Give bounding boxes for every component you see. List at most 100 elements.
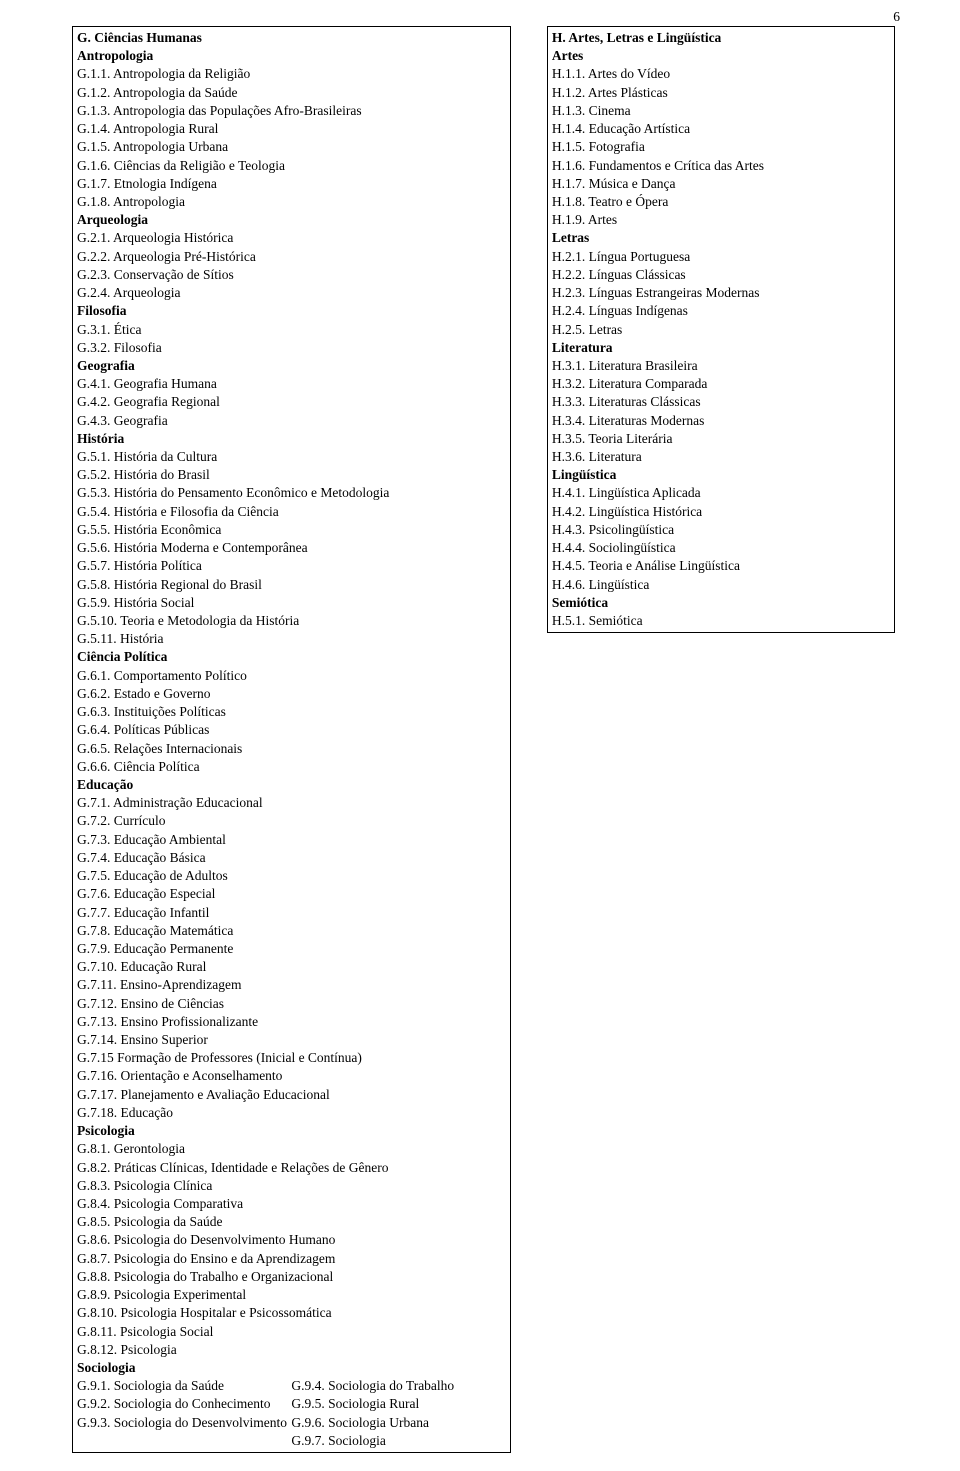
list-item: G.2.4. Arqueologia — [77, 284, 506, 302]
group-title: Artes — [552, 47, 890, 65]
list-item: H.2.3. Línguas Estrangeiras Modernas — [552, 284, 890, 302]
list-item: G.1.8. Antropologia — [77, 193, 506, 211]
list-item: G.8.9. Psicologia Experimental — [77, 1286, 506, 1304]
list-item: G.7.4. Educação Básica — [77, 849, 506, 867]
list-item: G.8.1. Gerontologia — [77, 1140, 506, 1158]
list-item: H.1.9. Artes — [552, 211, 890, 229]
list-item: G.9.1. Sociologia da Saúde — [77, 1377, 291, 1395]
list-item: G.8.3. Psicologia Clínica — [77, 1177, 506, 1195]
list-item: G.5.3. História do Pensamento Econômico … — [77, 484, 506, 502]
list-item: G.9.7. Sociologia — [291, 1432, 505, 1450]
list-item: G.6.3. Instituições Políticas — [77, 703, 506, 721]
list-item: H.1.2. Artes Plásticas — [552, 84, 890, 102]
list-item: G.6.5. Relações Internacionais — [77, 740, 506, 758]
list-item: H.4.4. Sociolingüística — [552, 539, 890, 557]
list-item: G.7.8. Educação Matemática — [77, 922, 506, 940]
list-item: G.5.6. História Moderna e Contemporânea — [77, 539, 506, 557]
list-item: G.1.1. Antropologia da Religião — [77, 65, 506, 83]
list-item: H.2.5. Letras — [552, 321, 890, 339]
sociologia-columns: G.9.1. Sociologia da SaúdeG.9.2. Sociolo… — [77, 1377, 506, 1450]
list-item: G.6.4. Políticas Públicas — [77, 721, 506, 739]
list-item: H.3.4. Literaturas Modernas — [552, 412, 890, 430]
list-item: G.7.2. Currículo — [77, 812, 506, 830]
group-title: Letras — [552, 229, 890, 247]
list-item: G.1.7. Etnologia Indígena — [77, 175, 506, 193]
list-item: H.4.6. Lingüística — [552, 576, 890, 594]
list-item: H.1.3. Cinema — [552, 102, 890, 120]
list-item: G.5.1. História da Cultura — [77, 448, 506, 466]
left-groups: AntropologiaG.1.1. Antropologia da Relig… — [77, 47, 506, 1359]
group-title: Lingüística — [552, 466, 890, 484]
list-item: G.7.15 Formação de Professores (Inicial … — [77, 1049, 506, 1067]
list-item: G.7.17. Planejamento e Avaliação Educaci… — [77, 1086, 506, 1104]
columns-container: G. Ciências Humanas AntropologiaG.1.1. A… — [72, 26, 900, 1453]
list-item: G.7.16. Orientação e Aconselhamento — [77, 1067, 506, 1085]
sociologia-col-right: G.9.4. Sociologia do TrabalhoG.9.5. Soci… — [291, 1377, 505, 1450]
list-item: G.2.2. Arqueologia Pré-Histórica — [77, 248, 506, 266]
list-item: G.7.3. Educação Ambiental — [77, 831, 506, 849]
list-item: G.5.2. História do Brasil — [77, 466, 506, 484]
list-item: H.1.8. Teatro e Ópera — [552, 193, 890, 211]
group-title: Semiótica — [552, 594, 890, 612]
right-column: H. Artes, Letras e Lingüística Artes H.1.… — [547, 26, 895, 633]
list-item: H.3.3. Literaturas Clássicas — [552, 393, 890, 411]
left-header: G. Ciências Humanas — [77, 29, 506, 47]
sociologia-title: Sociologia — [77, 1359, 506, 1377]
list-item: G.1.6. Ciências da Religião e Teologia — [77, 157, 506, 175]
list-item: G.4.2. Geografia Regional — [77, 393, 506, 411]
group-title: Filosofia — [77, 302, 506, 320]
group-title: Psicologia — [77, 1122, 506, 1140]
list-item: G.8.4. Psicologia Comparativa — [77, 1195, 506, 1213]
list-item: G.9.5. Sociologia Rural — [291, 1395, 505, 1413]
list-item: G.6.1. Comportamento Político — [77, 667, 506, 685]
list-item: G.3.2. Filosofia — [77, 339, 506, 357]
list-item: G.1.5. Antropologia Urbana — [77, 138, 506, 156]
page-number: 6 — [893, 8, 900, 26]
list-item: H.2.1. Língua Portuguesa — [552, 248, 890, 266]
list-item: H.4.5. Teoria e Análise Lingüística — [552, 557, 890, 575]
list-item: G.9.2. Sociologia do Conhecimento — [77, 1395, 291, 1413]
list-item: H.1.4. Educação Artística — [552, 120, 890, 138]
list-item: G.8.6. Psicologia do Desenvolvimento Hum… — [77, 1231, 506, 1249]
group-title: Arqueologia — [77, 211, 506, 229]
list-item: G.5.10. Teoria e Metodologia da História — [77, 612, 506, 630]
group-title: Geografia — [77, 357, 506, 375]
sociologia-col-left: G.9.1. Sociologia da SaúdeG.9.2. Sociolo… — [77, 1377, 291, 1450]
list-item: G.1.4. Antropologia Rural — [77, 120, 506, 138]
list-item: G.5.4. História e Filosofia da Ciência — [77, 503, 506, 521]
list-item: G.8.7. Psicologia do Ensino e da Aprendi… — [77, 1250, 506, 1268]
list-item: H.1.5. Fotografia — [552, 138, 890, 156]
right-header: H. Artes, Letras e Lingüística — [552, 29, 890, 47]
list-item: G.2.1. Arqueologia Histórica — [77, 229, 506, 247]
list-item: G.5.5. História Econômica — [77, 521, 506, 539]
list-item: G.7.6. Educação Especial — [77, 885, 506, 903]
left-column: G. Ciências Humanas AntropologiaG.1.1. A… — [72, 26, 511, 1453]
group-title: Antropologia — [77, 47, 506, 65]
list-item: H.5.1. Semiótica — [552, 612, 890, 630]
page: 6 G. Ciências Humanas AntropologiaG.1.1.… — [0, 0, 960, 1471]
list-item: G.6.2. Estado e Governo — [77, 685, 506, 703]
list-item: G.8.8. Psicologia do Trabalho e Organiza… — [77, 1268, 506, 1286]
list-item: G.8.5. Psicologia da Saúde — [77, 1213, 506, 1231]
list-item: G.7.9. Educação Permanente — [77, 940, 506, 958]
group-title: Literatura — [552, 339, 890, 357]
list-item: H.4.2. Lingüística Histórica — [552, 503, 890, 521]
list-item: G.6.6. Ciência Política — [77, 758, 506, 776]
list-item: G.7.11. Ensino-Aprendizagem — [77, 976, 506, 994]
list-item: G.7.5. Educação de Adultos — [77, 867, 506, 885]
list-item: G.7.1. Administração Educacional — [77, 794, 506, 812]
list-item: G.7.18. Educação — [77, 1104, 506, 1122]
list-item: G.7.13. Ensino Profissionalizante — [77, 1013, 506, 1031]
list-item: G.3.1. Ética — [77, 321, 506, 339]
group-title: História — [77, 430, 506, 448]
list-item: G.7.14. Ensino Superior — [77, 1031, 506, 1049]
group-title: Ciência Política — [77, 648, 506, 666]
list-item: G.1.3. Antropologia das Populações Afro-… — [77, 102, 506, 120]
group-title: Educação — [77, 776, 506, 794]
list-item: H.2.2. Línguas Clássicas — [552, 266, 890, 284]
list-item: H.1.6. Fundamentos e Crítica das Artes — [552, 157, 890, 175]
list-item: H.2.4. Línguas Indígenas — [552, 302, 890, 320]
list-item: G.8.2. Práticas Clínicas, Identidade e R… — [77, 1159, 506, 1177]
list-item: G.4.1. Geografia Humana — [77, 375, 506, 393]
list-item: G.5.8. História Regional do Brasil — [77, 576, 506, 594]
